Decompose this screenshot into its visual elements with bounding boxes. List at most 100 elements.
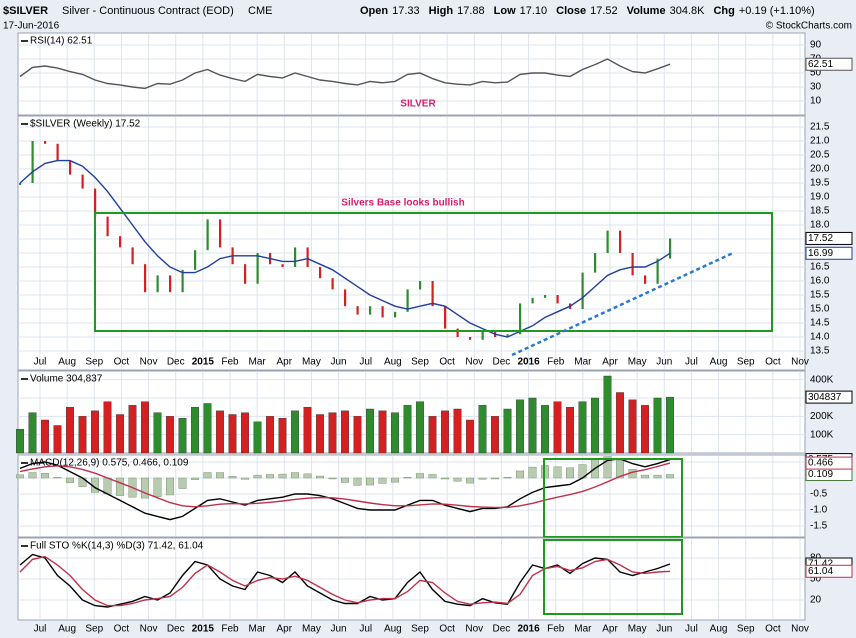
- value-tag: 61.04: [808, 566, 833, 577]
- y-tick-label: 400K: [810, 374, 834, 385]
- y-tick-label: 16.0: [810, 276, 830, 287]
- value-tag-box: [805, 390, 853, 404]
- y-tick-label: 16.5: [810, 262, 830, 273]
- volume-bar: [53, 425, 62, 454]
- x-tick-label: Oct: [114, 624, 130, 635]
- histogram-bar: [391, 477, 399, 483]
- y-tick-label: 21.0: [810, 136, 830, 147]
- volume-bar: [353, 416, 362, 454]
- volume-bar: [441, 410, 449, 454]
- histogram-bar: [328, 477, 337, 480]
- volume-bar: [253, 421, 262, 454]
- x-tick-label: Feb: [547, 357, 565, 368]
- price-bar: [131, 247, 134, 265]
- instrument-name: Silver - Continuous Contract (EOD): [62, 5, 234, 17]
- annotation: SILVER: [400, 99, 436, 110]
- x-tick-label: Mar: [574, 357, 592, 368]
- x-tick-label: Nov: [465, 624, 483, 635]
- x-tick-label: Oct: [439, 357, 455, 368]
- x-tick-label: Nov: [140, 624, 158, 635]
- price-bar: [619, 230, 622, 253]
- volume-bar: [28, 412, 37, 454]
- histogram-bar: [203, 472, 212, 479]
- legend-swatch: [21, 378, 28, 380]
- price-bar: [631, 253, 634, 276]
- histogram-bar: [378, 477, 387, 484]
- trend-line: [511, 251, 734, 357]
- panel: 100K200K300K400K304837Volume 304,837: [16, 370, 853, 454]
- x-tick-label: Feb: [221, 357, 239, 368]
- price-bar: [444, 306, 447, 329]
- volume-bar: [653, 397, 662, 454]
- x-tick-label: Oct: [765, 357, 781, 368]
- price-bar: [169, 275, 172, 293]
- histogram-bar: [353, 477, 362, 486]
- price-bar: [281, 264, 284, 267]
- highlight-box: [543, 539, 683, 615]
- volume-bar: [616, 392, 624, 454]
- quote-label: High: [429, 5, 454, 17]
- legend-swatch: [21, 462, 28, 464]
- price-bar: [419, 281, 422, 290]
- volume-bar: [303, 406, 312, 454]
- price-bar: [119, 236, 122, 248]
- histogram-bar: [553, 466, 562, 479]
- x-tick-label: Jun: [656, 624, 672, 635]
- x-tick-label: Oct: [439, 624, 455, 635]
- volume-bar: [391, 412, 399, 454]
- x-tick-label: Jul: [359, 357, 372, 368]
- volume-bar: [291, 410, 299, 454]
- x-tick-label: May: [628, 357, 647, 368]
- quote-value: 304.8K: [670, 5, 706, 17]
- volume-bar: [528, 397, 537, 454]
- x-tick-label: Sep: [737, 357, 755, 368]
- histogram-bar: [603, 456, 612, 479]
- volume-bar: [428, 416, 437, 454]
- quote-value: 17.33: [392, 5, 420, 17]
- y-tick-label: 100K: [810, 429, 834, 440]
- x-tick-label: Mar: [574, 624, 592, 635]
- price-bar: [294, 247, 297, 267]
- x-tick-label: Jul: [359, 624, 372, 635]
- price-bar: [594, 253, 597, 273]
- value-tag: 304837: [808, 392, 842, 403]
- x-tick-label: Sep: [737, 624, 755, 635]
- panel: 13.514.014.515.015.516.016.517.017.518.0…: [17, 115, 853, 371]
- price-bar: [106, 216, 109, 237]
- volume-bar: [341, 410, 349, 454]
- price-bar: [456, 328, 459, 337]
- volume-bar: [316, 414, 324, 454]
- price-bar: [181, 269, 184, 293]
- price-bar: [19, 183, 22, 185]
- price-bar: [144, 264, 147, 293]
- price-bar: [44, 141, 47, 144]
- x-tick-label: Dec: [493, 357, 511, 368]
- volume-bar: [666, 396, 674, 454]
- histogram-bar: [503, 477, 512, 479]
- credit: © StockCharts.com: [766, 21, 852, 32]
- y-tick-label: 14.5: [810, 318, 830, 329]
- y-tick-label: 13.5: [810, 346, 830, 357]
- price-bar: [94, 188, 97, 217]
- histogram-bar: [516, 470, 524, 479]
- x-tick-label: May: [628, 624, 647, 635]
- panel-frame: [17, 454, 806, 538]
- quote-bar: Open 17.33 High 17.88 Low 17.10 Close 17.52 Volu…: [360, 5, 815, 17]
- y-tick-label: 50: [810, 574, 822, 585]
- x-tick-label: Jun: [331, 357, 347, 368]
- x-tick-label: 2016: [517, 357, 540, 368]
- price-bar: [206, 219, 209, 251]
- price-bar: [506, 334, 509, 337]
- price-bar: [219, 219, 222, 248]
- value-tag: 0.109: [808, 469, 833, 480]
- volume-bar: [66, 406, 74, 454]
- price-bar: [369, 306, 372, 315]
- price-bar: [56, 143, 59, 161]
- highlight-box: [543, 458, 683, 538]
- histogram-bar: [653, 474, 662, 479]
- y-tick-label: 20: [810, 595, 822, 606]
- volume-bar: [403, 405, 412, 454]
- histogram-bar: [428, 474, 437, 479]
- quote-value: +0.19 (+1.10%): [739, 5, 815, 17]
